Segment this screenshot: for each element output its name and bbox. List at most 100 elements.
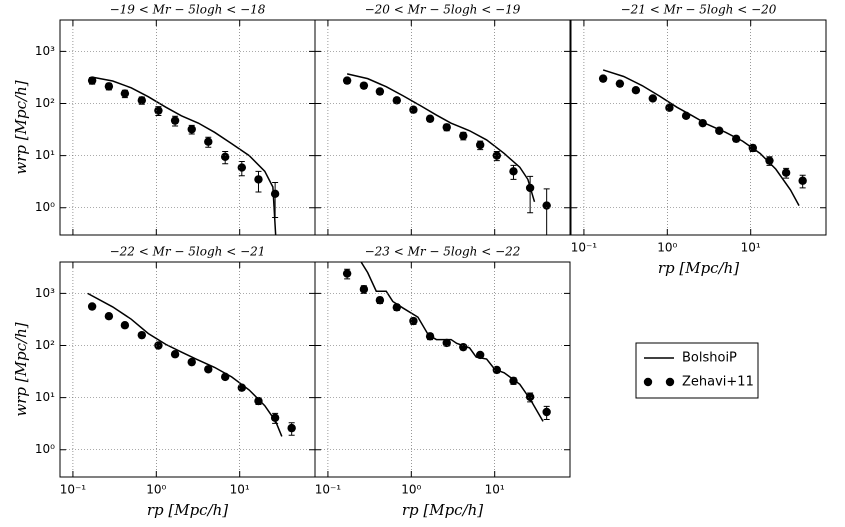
data-point (220, 152, 230, 161)
x-axis-label: rp [Mpc/h] (658, 259, 739, 277)
data-point (781, 168, 791, 177)
data-point (598, 74, 608, 83)
panel-title: −19 < Mr − 5logh < −18 (110, 3, 266, 17)
data-point (492, 365, 502, 375)
data-point (87, 76, 97, 85)
panel-title: −22 < Mr − 5logh < −21 (110, 245, 266, 259)
plot-area (87, 292, 296, 437)
y-tick-label: 10⁰ (35, 200, 55, 214)
data-point (748, 143, 758, 153)
data-point (475, 350, 485, 360)
model-line (360, 262, 544, 422)
model-line (602, 69, 800, 206)
y-axis-label: wrp [Mpc/h] (12, 322, 30, 416)
data-point (287, 423, 296, 433)
panel-title: −21 < Mr − 5logh < −20 (621, 3, 777, 17)
data-point (798, 176, 807, 185)
data-point (137, 330, 147, 340)
data-point (187, 125, 196, 134)
model-line (91, 76, 277, 235)
panel-title: −20 < Mr − 5logh < −19 (365, 3, 521, 17)
data-point (375, 295, 385, 305)
data-point (492, 151, 502, 160)
data-point (525, 183, 535, 193)
plot-area (342, 73, 551, 235)
data-point (237, 163, 247, 172)
data-point (87, 302, 97, 311)
x-tick-label: 10⁰ (401, 483, 421, 497)
legend-label: Zehavi+11 (682, 375, 754, 390)
data-point (254, 396, 263, 406)
panel-frame (314, 19, 571, 236)
data-point (187, 357, 196, 367)
data-point (270, 413, 280, 423)
y-tick-label: 10¹ (35, 148, 55, 162)
plot-area (342, 262, 551, 422)
data-point (731, 134, 741, 144)
data-point (392, 96, 402, 105)
data-point (359, 285, 369, 294)
error-bar (527, 175, 534, 214)
y-tick-label: 10¹ (35, 390, 55, 404)
data-point (137, 96, 147, 105)
data-point (154, 106, 163, 115)
data-point (120, 89, 130, 98)
x-axis-label: rp [Mpc/h] (402, 501, 483, 519)
error-bar (543, 188, 550, 235)
legend-swatch (643, 377, 653, 387)
x-tick-label: 10⁰ (657, 241, 677, 255)
x-tick-label: 10⁻¹ (571, 241, 598, 255)
data-point (392, 303, 402, 312)
data-point (104, 311, 114, 321)
x-tick-label: 10⁻¹ (315, 483, 342, 497)
data-point (542, 407, 551, 417)
data-point (509, 376, 518, 386)
data-point (359, 81, 369, 90)
data-point (104, 82, 114, 91)
data-point (204, 365, 213, 374)
data-point (475, 140, 485, 150)
data-point (459, 131, 468, 141)
panel-frame (570, 19, 827, 236)
data-point (765, 156, 774, 165)
data-point (715, 126, 724, 135)
panel-frame (59, 261, 316, 478)
data-point (509, 167, 518, 176)
legend-swatch (665, 377, 675, 387)
data-point (254, 175, 263, 184)
y-axis-label: wrp [Mpc/h] (12, 80, 30, 174)
x-axis-label: rp [Mpc/h] (147, 501, 228, 519)
data-point (120, 321, 130, 330)
x-tick-label: 10¹ (485, 483, 505, 497)
panel-title: −23 < Mr − 5logh < −22 (365, 245, 521, 259)
data-point (375, 87, 385, 96)
plot-area (87, 76, 280, 235)
data-point (237, 383, 247, 392)
error-bar (272, 182, 279, 218)
data-point (698, 118, 707, 128)
model-line (87, 292, 283, 437)
legend-box (635, 342, 759, 399)
y-tick-label: 10³ (35, 44, 55, 58)
data-point (459, 342, 468, 352)
data-point (342, 269, 352, 278)
y-tick-label: 10³ (35, 286, 55, 300)
data-point (170, 116, 180, 125)
data-point (525, 392, 535, 402)
data-point (681, 111, 691, 121)
x-tick-label: 10⁰ (146, 483, 166, 497)
panel-frame (59, 19, 316, 236)
legend-label: BolshoiP (682, 351, 737, 366)
data-point (409, 105, 418, 114)
y-tick-label: 10² (35, 338, 55, 352)
x-tick-label: 10¹ (741, 241, 761, 255)
x-tick-label: 10⁻¹ (60, 483, 87, 497)
data-point (220, 372, 230, 382)
data-point (170, 350, 180, 359)
data-point (425, 114, 435, 123)
data-point (270, 189, 280, 199)
data-point (648, 94, 658, 103)
panel-frame (314, 261, 571, 478)
data-point (409, 316, 418, 326)
